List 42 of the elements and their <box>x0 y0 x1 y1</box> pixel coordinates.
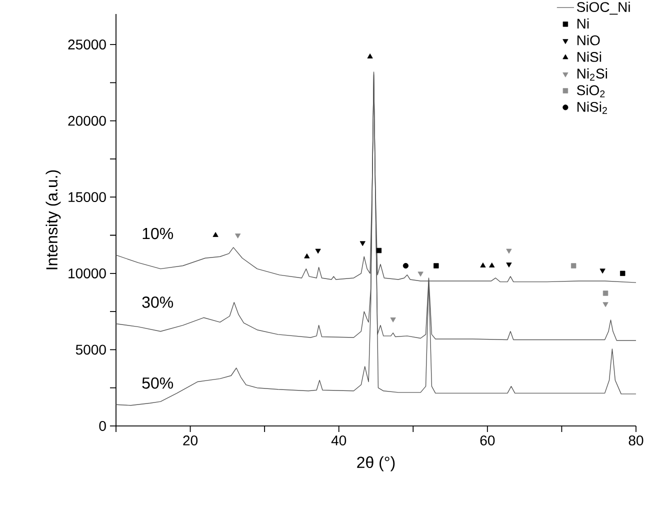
point <box>235 234 241 238</box>
legend-label: Ni$_{2}$Si <box>577 68 608 81</box>
legend-label: SiO$_{2}$ <box>576 84 605 98</box>
point <box>620 270 626 276</box>
point <box>434 263 439 268</box>
point <box>315 248 321 254</box>
x-tick-label: 40 <box>331 436 346 446</box>
x-tick-label: 60 <box>480 436 495 446</box>
legend-label: Ni <box>577 18 589 29</box>
point <box>602 302 608 308</box>
point <box>212 232 218 237</box>
point <box>489 262 495 268</box>
x-axis-title: 2θ (°) <box>357 456 395 472</box>
point <box>600 268 606 274</box>
point <box>367 54 373 58</box>
y-tick-label: 5000 <box>76 344 106 355</box>
x-tick-label: 20 <box>183 436 198 446</box>
annotation: 30% <box>142 296 174 308</box>
y-tick-label: 10000 <box>68 268 106 278</box>
x-tick-label: 80 <box>628 436 644 446</box>
point <box>376 248 382 254</box>
point <box>418 272 424 277</box>
legend-label: NiSi <box>577 52 602 62</box>
y-axis-title: Intensity (a.u.) <box>46 170 61 270</box>
y-tick-label: 0 <box>99 421 106 431</box>
y-tick-label: 25000 <box>68 40 106 50</box>
point <box>402 262 409 269</box>
point <box>360 241 366 246</box>
y-tick-label: 15000 <box>68 192 106 202</box>
legend-label: NiSi$_{2}$ <box>577 102 607 114</box>
point <box>480 262 486 268</box>
legend-label: NiO <box>577 35 600 46</box>
point <box>304 253 310 258</box>
point <box>506 262 512 268</box>
annotation: 10% <box>142 228 174 240</box>
y-tick-label: 20000 <box>68 116 106 126</box>
point <box>506 248 512 254</box>
point <box>390 317 396 322</box>
point <box>602 290 608 296</box>
point <box>570 263 576 268</box>
annotation: 50% <box>142 377 174 389</box>
legend-label: SiOC_Ni <box>576 2 630 15</box>
